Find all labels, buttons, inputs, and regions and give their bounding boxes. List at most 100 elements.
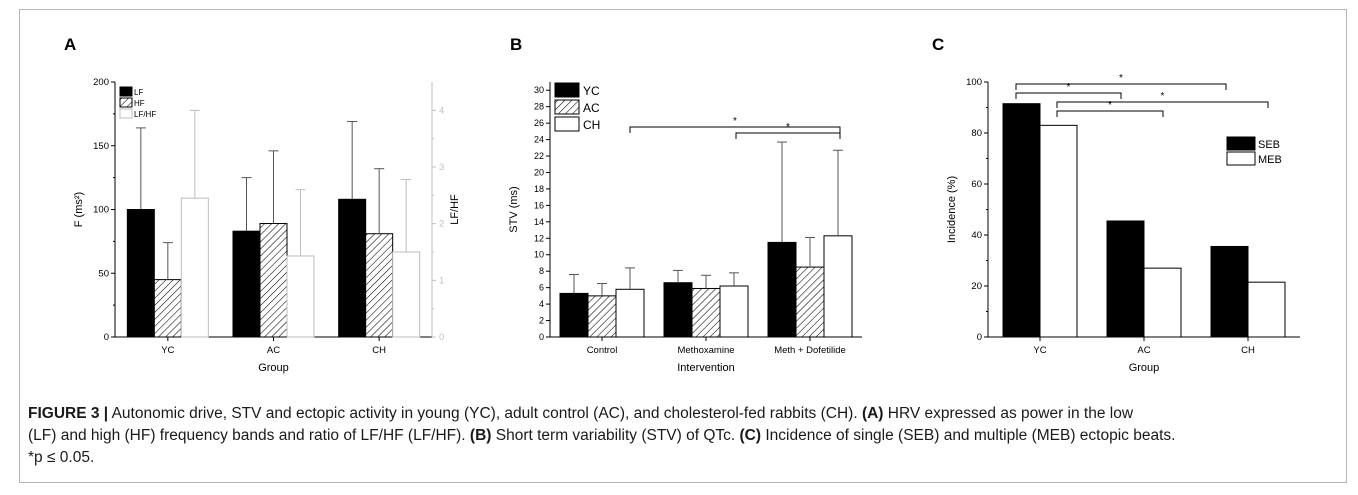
legend-swatch bbox=[119, 86, 133, 97]
significance-bracket bbox=[1056, 101, 1269, 108]
panel-c: C 0 20 40 60 80 100 Incidence (%) Group YC AC CH SEB… bbox=[932, 35, 1300, 374]
y-tick-label: 20 bbox=[534, 167, 544, 177]
y-tick-label: 30 bbox=[534, 85, 544, 95]
legend-swatch bbox=[1226, 136, 1256, 151]
significance-star: * bbox=[786, 122, 790, 133]
bar-ch bbox=[823, 235, 853, 338]
legend-label: YC bbox=[583, 84, 600, 98]
y-tick-label: 100 bbox=[966, 77, 982, 88]
bar-seb bbox=[1106, 220, 1145, 338]
bar-lf-hf bbox=[286, 255, 315, 338]
y-tick-label: 4 bbox=[539, 299, 544, 309]
significance-star: * bbox=[1067, 82, 1071, 93]
legend-swatch bbox=[554, 116, 580, 132]
x-tick-label: CH bbox=[1241, 345, 1255, 356]
legend-swatch bbox=[119, 108, 133, 119]
bar-lf-hf bbox=[392, 251, 421, 338]
bar-ac bbox=[587, 295, 617, 338]
y-tick-label: 18 bbox=[534, 184, 544, 194]
y-tick-label: 200 bbox=[93, 77, 109, 88]
x-axis-label: Group bbox=[258, 362, 289, 374]
bar-lf bbox=[126, 209, 155, 338]
bar-seb bbox=[1002, 103, 1041, 338]
x-tick-label: YC bbox=[1033, 345, 1046, 356]
y-right-tick-label: 1 bbox=[439, 275, 444, 286]
y-tick-label: 14 bbox=[534, 217, 544, 227]
bar-hf bbox=[259, 223, 288, 338]
bar-ac bbox=[795, 266, 825, 338]
y-axis-label: STV (ms) bbox=[508, 186, 520, 232]
legend-label: AC bbox=[583, 101, 600, 115]
bar-lf bbox=[338, 198, 367, 338]
bar-yc bbox=[767, 241, 797, 338]
legend-swatch bbox=[119, 97, 133, 108]
caption-label: FIGURE 3 | bbox=[28, 405, 109, 422]
figure-caption: FIGURE 3 | Autonomic drive, STV and ecto… bbox=[28, 403, 1338, 469]
y-tick-label: 22 bbox=[534, 151, 544, 161]
x-tick-label: Methoxamine bbox=[677, 345, 734, 356]
bar-meb bbox=[1143, 267, 1182, 338]
y-tick-label: 6 bbox=[539, 283, 544, 293]
bar-lf bbox=[232, 230, 261, 338]
bar-ch bbox=[719, 285, 749, 338]
legend-swatch bbox=[554, 99, 580, 115]
y-tick-label: 8 bbox=[539, 266, 544, 276]
bar-yc bbox=[663, 282, 693, 338]
caption-line-3: *p ≤ 0.05. bbox=[28, 447, 1338, 469]
x-tick-label: AC bbox=[1137, 345, 1150, 356]
legend-label: HF bbox=[134, 99, 145, 108]
x-tick-label: YC bbox=[161, 345, 174, 356]
y-tick-label: 40 bbox=[971, 230, 982, 241]
bar-meb bbox=[1039, 124, 1078, 338]
panel-letter: C bbox=[932, 35, 944, 54]
y-tick-label: 12 bbox=[534, 233, 544, 243]
caption-ref-a: (A) bbox=[861, 405, 884, 422]
y-tick-label: 80 bbox=[971, 128, 982, 139]
y-right-tick-label: 3 bbox=[439, 162, 444, 173]
y-tick-label: 50 bbox=[98, 268, 109, 279]
y-tick-label: 0 bbox=[104, 332, 109, 343]
x-tick-label: Control bbox=[587, 345, 618, 356]
bar-lf-hf bbox=[180, 197, 209, 338]
bar-ac bbox=[691, 287, 721, 338]
legend-label: SEB bbox=[1258, 139, 1280, 151]
legend-swatch bbox=[1226, 151, 1256, 166]
y-right-tick-label: 2 bbox=[439, 219, 444, 230]
x-axis-label: Group bbox=[1129, 362, 1160, 374]
panel-a: A 0 50 100 150 200 0 1 2 3 4 LF/HF F (ms²) Group YC AC C… bbox=[64, 35, 461, 374]
significance-star: * bbox=[1119, 73, 1123, 84]
x-tick-label: CH bbox=[372, 345, 386, 356]
y-tick-label: 10 bbox=[534, 250, 544, 260]
x-tick-label: Meth + Dofetilide bbox=[774, 345, 846, 356]
y-axis-label: Incidence (%) bbox=[946, 176, 958, 243]
caption-line-1: FIGURE 3 | Autonomic drive, STV and ecto… bbox=[28, 403, 1338, 425]
y-axis-label: F (ms²) bbox=[73, 192, 85, 227]
bar-ch bbox=[615, 288, 645, 338]
y-axis-right-label: LF/HF bbox=[449, 194, 461, 225]
x-tick-label: AC bbox=[267, 345, 280, 356]
y-tick-label: 0 bbox=[539, 332, 544, 342]
caption-text-2: (LF) and high (HF) frequency bands and r… bbox=[28, 427, 470, 444]
bar-hf bbox=[153, 279, 182, 338]
caption-text-1: Autonomic drive, STV and ectopic activit… bbox=[108, 405, 862, 422]
y-tick-label: 26 bbox=[534, 118, 544, 128]
bar-hf bbox=[365, 233, 394, 338]
panel-letter: B bbox=[510, 35, 522, 54]
y-tick-label: 24 bbox=[534, 135, 544, 145]
bar-seb bbox=[1210, 245, 1249, 338]
significance-star: * bbox=[733, 116, 737, 127]
y-right-tick-label: 4 bbox=[439, 105, 444, 116]
caption-text-1b: HRV expressed as power in the low bbox=[883, 405, 1134, 422]
significance-bracket bbox=[629, 126, 841, 133]
y-right-tick-label: 0 bbox=[439, 332, 444, 343]
legend-label: LF/HF bbox=[134, 110, 156, 119]
legend-label: CH bbox=[583, 118, 600, 132]
caption-text-2b: Short term variability (STV) of QTc. bbox=[491, 427, 740, 444]
y-tick-label: 16 bbox=[534, 200, 544, 210]
significance-bracket bbox=[735, 132, 841, 139]
y-tick-label: 0 bbox=[977, 332, 982, 343]
legend-label: MEB bbox=[1258, 154, 1282, 166]
